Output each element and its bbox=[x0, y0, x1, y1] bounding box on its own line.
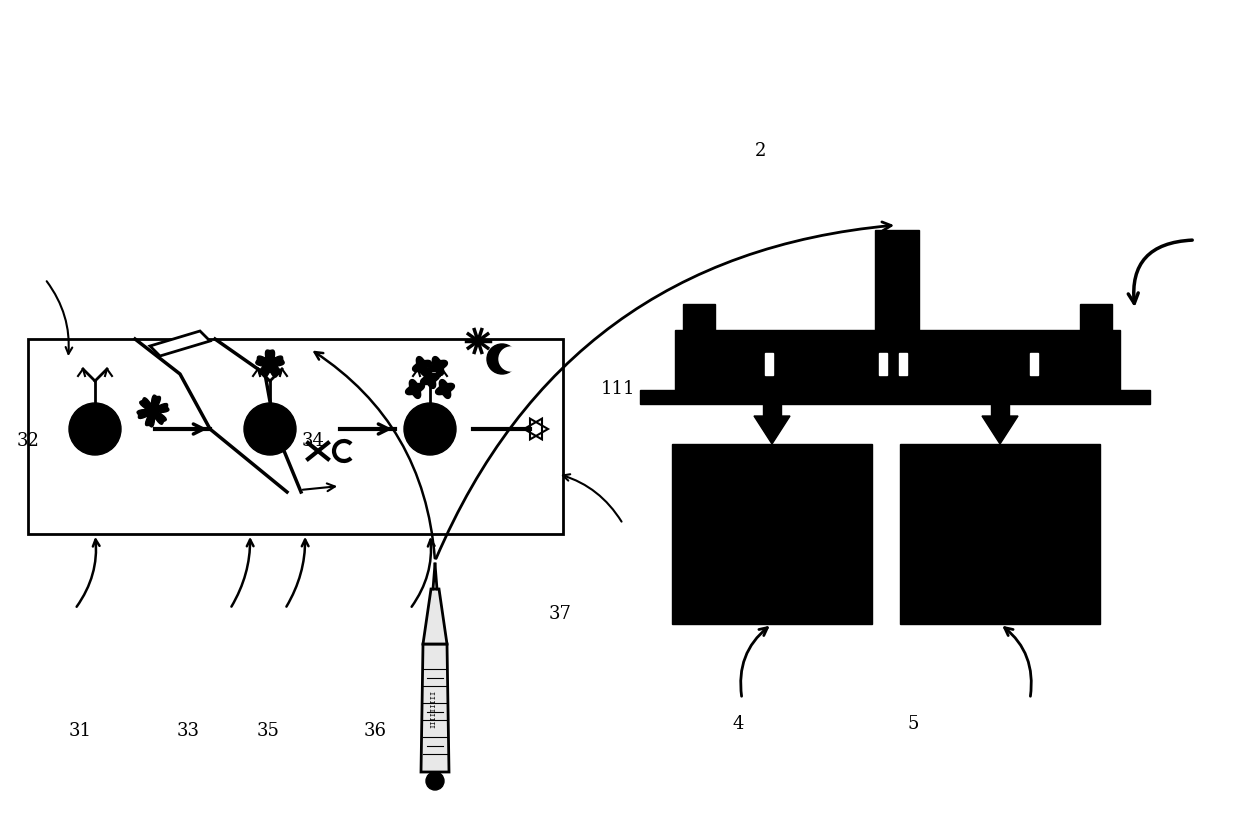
Text: IIIIIIIII: IIIIIIIII bbox=[430, 690, 436, 728]
Text: 36: 36 bbox=[363, 722, 387, 740]
Bar bbox=[763, 404, 781, 416]
Bar bbox=[1080, 304, 1112, 330]
Polygon shape bbox=[420, 369, 439, 388]
Polygon shape bbox=[138, 395, 169, 427]
Text: 111: 111 bbox=[600, 380, 635, 398]
Polygon shape bbox=[255, 350, 284, 377]
Polygon shape bbox=[413, 356, 432, 375]
Bar bbox=[899, 353, 906, 375]
Text: 35: 35 bbox=[257, 722, 279, 740]
Circle shape bbox=[487, 344, 517, 374]
Bar bbox=[29, 339, 563, 534]
Polygon shape bbox=[150, 331, 210, 356]
Bar bbox=[875, 230, 919, 330]
Circle shape bbox=[69, 403, 122, 455]
Bar bbox=[640, 390, 1149, 404]
Polygon shape bbox=[422, 644, 449, 772]
Bar bbox=[675, 330, 1120, 390]
Circle shape bbox=[404, 403, 456, 455]
Polygon shape bbox=[435, 379, 454, 398]
Text: 34: 34 bbox=[301, 432, 325, 450]
Text: 33: 33 bbox=[176, 722, 200, 740]
Polygon shape bbox=[405, 379, 424, 398]
Bar bbox=[1030, 353, 1038, 375]
Bar bbox=[900, 444, 1100, 624]
Polygon shape bbox=[754, 416, 790, 444]
Circle shape bbox=[498, 347, 523, 371]
Text: 5: 5 bbox=[908, 715, 919, 733]
Circle shape bbox=[427, 772, 444, 790]
Bar bbox=[879, 353, 887, 375]
Text: 4: 4 bbox=[733, 715, 744, 733]
Text: 31: 31 bbox=[68, 722, 92, 740]
Bar bbox=[683, 304, 715, 330]
Bar bbox=[672, 444, 872, 624]
Text: 113: 113 bbox=[873, 380, 908, 398]
Text: 32: 32 bbox=[16, 432, 40, 450]
Bar bbox=[765, 353, 773, 375]
Text: 2: 2 bbox=[754, 142, 765, 160]
Polygon shape bbox=[982, 416, 1018, 444]
Polygon shape bbox=[423, 589, 446, 644]
Polygon shape bbox=[429, 356, 448, 375]
Circle shape bbox=[244, 403, 296, 455]
Text: 112: 112 bbox=[967, 330, 1002, 348]
Text: 37: 37 bbox=[548, 605, 572, 623]
Bar bbox=[991, 404, 1009, 416]
